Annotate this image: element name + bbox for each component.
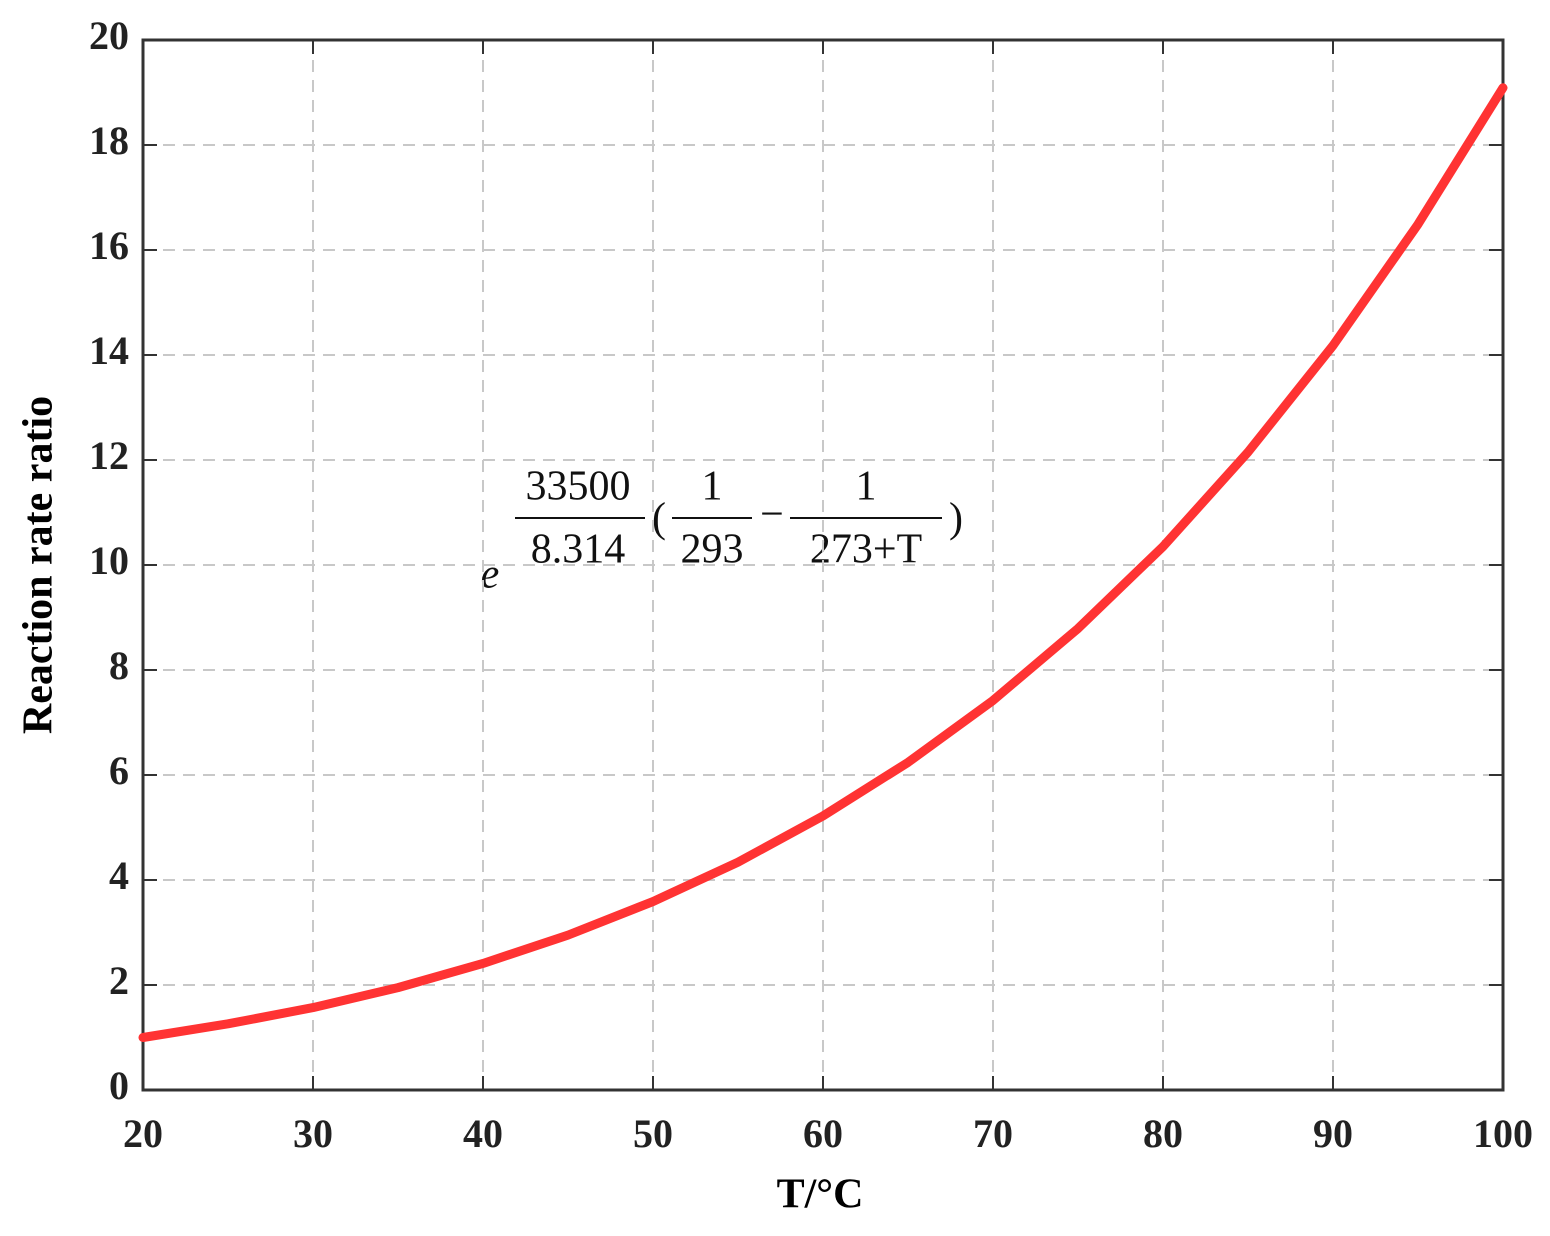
x-axis-label: T/°C xyxy=(777,1172,864,1218)
x-tick-label: 50 xyxy=(633,1111,673,1156)
formula-text: 1 xyxy=(856,464,877,510)
y-axis-label: Reaction rate ratio xyxy=(16,396,62,734)
x-tick-label: 40 xyxy=(463,1111,503,1156)
formula-text: ( xyxy=(652,496,666,542)
x-tick-label: 80 xyxy=(1143,1111,1183,1156)
x-tick-label: 30 xyxy=(293,1111,333,1156)
formula: e 33500 8.314 ( 1 293 − 1 273+T ) xyxy=(481,464,963,598)
formula-base: e xyxy=(481,552,500,598)
y-tick-label: 6 xyxy=(109,748,129,793)
y-tick-label: 2 xyxy=(109,958,129,1003)
y-tick-label: 8 xyxy=(109,643,129,688)
data-line xyxy=(138,83,1508,1042)
x-tick-label: 90 xyxy=(1313,1111,1353,1156)
formula-text: 33500 xyxy=(526,464,631,510)
x-tick-label: 70 xyxy=(973,1111,1013,1156)
formula-text: − xyxy=(760,492,784,538)
y-tick-label: 16 xyxy=(89,223,129,268)
y-tick-label: 12 xyxy=(89,433,129,478)
y-tick-label: 14 xyxy=(89,328,129,373)
formula-text: ) xyxy=(949,496,963,542)
y-tick-label: 18 xyxy=(89,118,129,163)
y-tick-label: 10 xyxy=(89,538,129,583)
x-tick-label: 60 xyxy=(803,1111,843,1156)
y-tick-label: 4 xyxy=(109,853,129,898)
y-tick-label: 20 xyxy=(89,13,129,58)
x-tick-label: 100 xyxy=(1473,1111,1533,1156)
x-tick-label: 20 xyxy=(123,1111,163,1156)
formula-text: 1 xyxy=(702,464,723,510)
y-tick-label: 0 xyxy=(109,1063,129,1108)
plot-frame xyxy=(141,38,1505,1092)
